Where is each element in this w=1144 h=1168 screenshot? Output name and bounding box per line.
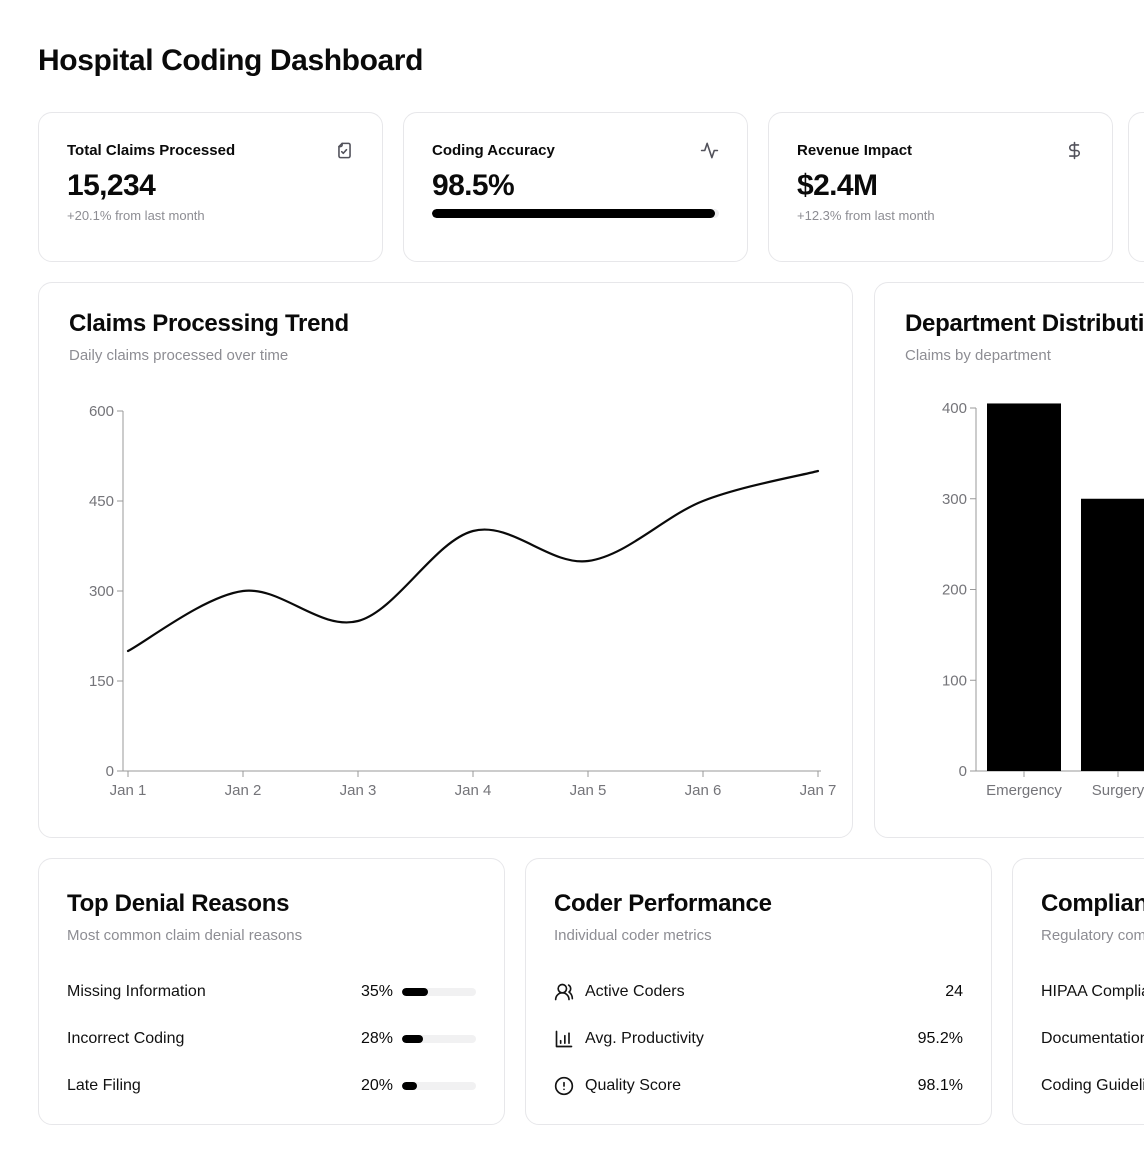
denial-list: Missing Information 35% Incorrect Coding… bbox=[67, 980, 476, 1098]
denial-label: Incorrect Coding bbox=[67, 1030, 185, 1047]
chart-subtitle: Claims by department bbox=[905, 347, 1051, 364]
stat-change: +12.3% from last month bbox=[797, 208, 935, 223]
compliance-label: Coding Guidelines bbox=[1041, 1077, 1144, 1094]
svg-text:Jan 7: Jan 7 bbox=[800, 782, 837, 799]
card-title: Top Denial Reasons bbox=[67, 890, 290, 917]
card-title: Coder Performance bbox=[554, 890, 772, 917]
denial-bar-track bbox=[402, 1035, 476, 1043]
svg-text:Surgery: Surgery bbox=[1092, 782, 1144, 799]
users-icon bbox=[554, 982, 574, 1002]
compliance-list: HIPAA Compliance Documentation Coding Gu… bbox=[1041, 980, 1144, 1098]
stat-change: +20.1% from last month bbox=[67, 208, 205, 223]
metric-label: Active Coders bbox=[585, 983, 685, 1000]
metric-label: Quality Score bbox=[585, 1077, 682, 1094]
metric-label: Avg. Productivity bbox=[585, 1030, 704, 1047]
svg-text:200: 200 bbox=[942, 582, 967, 599]
stat-card-total-claims: Total Claims Processed 15,234 +20.1% fro… bbox=[38, 112, 383, 262]
stat-title: Revenue Impact bbox=[797, 141, 913, 159]
svg-text:Jan 6: Jan 6 bbox=[685, 782, 722, 799]
list-item: Avg. Productivity 95.2% bbox=[554, 1027, 963, 1051]
claims-trend-card: Claims Processing Trend Daily claims pro… bbox=[38, 282, 853, 838]
list-item: Missing Information 35% bbox=[67, 980, 476, 1004]
svg-text:Jan 5: Jan 5 bbox=[570, 782, 607, 799]
denial-bar-fill bbox=[402, 988, 428, 996]
svg-text:100: 100 bbox=[942, 672, 967, 689]
list-item: Coding Guidelines bbox=[1041, 1074, 1144, 1098]
denial-pct: 28% bbox=[360, 1030, 393, 1047]
department-bar-chart: 0 100 200 300 400 Emergency Surgery bbox=[942, 400, 1144, 799]
svg-text:Jan 2: Jan 2 bbox=[225, 782, 262, 799]
stat-value: 98.5% bbox=[432, 169, 515, 202]
denial-pct: 35% bbox=[360, 983, 393, 1000]
metric-value: 95.2% bbox=[917, 1030, 963, 1047]
stat-card-partial bbox=[1128, 112, 1144, 262]
denial-bar-fill bbox=[402, 1082, 417, 1090]
coder-performance-card: Coder Performance Individual coder metri… bbox=[525, 858, 992, 1125]
compliance-card: Compliance Status Regulatory compliance … bbox=[1012, 858, 1144, 1125]
bar-chart-icon bbox=[554, 1029, 574, 1049]
svg-text:300: 300 bbox=[89, 583, 114, 600]
svg-text:Jan 4: Jan 4 bbox=[455, 782, 492, 799]
denial-bar-fill bbox=[402, 1035, 423, 1043]
svg-text:450: 450 bbox=[89, 493, 114, 510]
stat-title: Total Claims Processed bbox=[67, 141, 236, 159]
list-item: Quality Score 98.1% bbox=[554, 1074, 963, 1098]
list-item: Late Filing 20% bbox=[67, 1074, 476, 1098]
accuracy-progress-track bbox=[432, 209, 719, 218]
list-item: Documentation bbox=[1041, 1027, 1144, 1051]
svg-text:Jan 3: Jan 3 bbox=[340, 782, 377, 799]
stat-card-coding-accuracy: Coding Accuracy 98.5% bbox=[403, 112, 748, 262]
denial-bar-track bbox=[402, 1082, 476, 1090]
activity-icon bbox=[700, 141, 719, 160]
chart-subtitle: Daily claims processed over time bbox=[69, 347, 289, 364]
department-distribution-card: Department Distribution Claims by depart… bbox=[874, 282, 1144, 838]
list-item: Incorrect Coding 28% bbox=[67, 1027, 476, 1051]
compliance-label: Documentation bbox=[1041, 1030, 1144, 1047]
claims-trend-line-chart: 0 150 300 450 600 Jan 1 Jan 2 Jan 3 Jan 4 Jan 5 Ja… bbox=[89, 403, 837, 799]
chart-title: Claims Processing Trend bbox=[69, 310, 349, 337]
denial-bar-track bbox=[402, 988, 476, 996]
svg-text:400: 400 bbox=[942, 400, 967, 417]
svg-text:300: 300 bbox=[942, 491, 967, 508]
list-item: Active Coders 24 bbox=[554, 980, 963, 1004]
svg-text:Emergency: Emergency bbox=[986, 782, 1062, 799]
denial-reasons-card: Top Denial Reasons Most common claim den… bbox=[38, 858, 505, 1125]
denial-pct: 20% bbox=[360, 1077, 393, 1094]
denial-label: Late Filing bbox=[67, 1077, 141, 1094]
alert-circle-icon bbox=[554, 1076, 574, 1096]
stat-value: 15,234 bbox=[67, 169, 156, 202]
file-check-icon bbox=[335, 141, 354, 160]
coder-list: Active Coders 24 Avg. Productivity 95.2% bbox=[554, 980, 963, 1098]
accuracy-progress-fill bbox=[432, 209, 715, 218]
svg-text:150: 150 bbox=[89, 673, 114, 690]
list-item: HIPAA Compliance bbox=[1041, 980, 1144, 1004]
svg-text:0: 0 bbox=[106, 763, 114, 780]
metric-value: 24 bbox=[945, 983, 963, 1000]
stat-title: Coding Accuracy bbox=[432, 141, 555, 159]
svg-text:Jan 1: Jan 1 bbox=[110, 782, 147, 799]
card-subtitle: Individual coder metrics bbox=[554, 927, 712, 944]
page-title: Hospital Coding Dashboard bbox=[38, 44, 424, 77]
chart-title: Department Distribution bbox=[905, 310, 1144, 337]
card-subtitle: Regulatory compliance bbox=[1041, 927, 1144, 944]
svg-text:0: 0 bbox=[959, 763, 967, 780]
dollar-icon bbox=[1065, 141, 1084, 160]
compliance-label: HIPAA Compliance bbox=[1041, 983, 1144, 1000]
card-title: Compliance Status bbox=[1041, 890, 1144, 917]
metric-value: 98.1% bbox=[917, 1077, 963, 1094]
denial-label: Missing Information bbox=[67, 983, 206, 1000]
svg-text:600: 600 bbox=[89, 403, 114, 420]
card-subtitle: Most common claim denial reasons bbox=[67, 927, 303, 944]
stat-card-revenue-impact: Revenue Impact $2.4M +12.3% from last mo… bbox=[768, 112, 1113, 262]
stat-value: $2.4M bbox=[797, 169, 878, 202]
